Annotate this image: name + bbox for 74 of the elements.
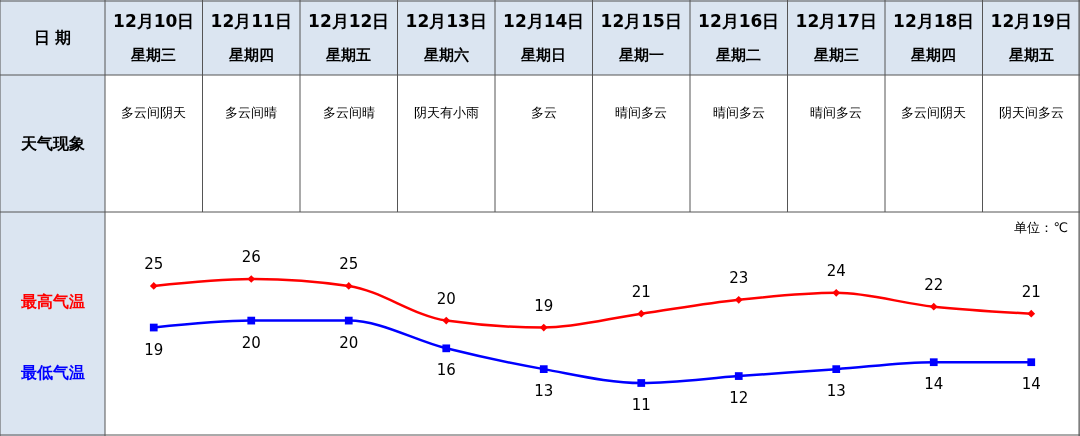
text: 阴天间多云 bbox=[998, 105, 1064, 120]
text: 星期六 bbox=[422, 46, 469, 64]
text: 最高气温 bbox=[19, 291, 85, 311]
text: 晴间多云 bbox=[615, 105, 668, 120]
x-tick-label: 12月13日 bbox=[405, 11, 487, 31]
point bbox=[344, 282, 353, 290]
text: 多云间阴天 bbox=[121, 105, 187, 120]
point bbox=[149, 323, 158, 332]
x-tick-label: 12月11日 bbox=[210, 11, 292, 31]
data-label: 20 bbox=[436, 289, 456, 308]
x-tick-label: 12月18日 bbox=[893, 11, 975, 31]
text: 多云间晴 bbox=[225, 105, 278, 120]
text: 多云 bbox=[530, 105, 557, 120]
data-label: 23 bbox=[729, 268, 749, 287]
x-tick-label: 12月12日 bbox=[308, 11, 390, 31]
text: 星期五 bbox=[1007, 46, 1054, 64]
text: 星期三 bbox=[130, 46, 177, 64]
point bbox=[149, 282, 158, 290]
data-label: 13 bbox=[826, 382, 846, 401]
point bbox=[344, 316, 353, 325]
x-tick-label: 12月16日 bbox=[698, 11, 780, 31]
data-label: 12 bbox=[729, 389, 749, 408]
text: 星期一 bbox=[617, 46, 664, 64]
text: 星期二 bbox=[715, 46, 762, 64]
data-label: 26 bbox=[241, 248, 261, 266]
data-label: 19 bbox=[144, 340, 164, 359]
point bbox=[832, 288, 841, 297]
point bbox=[734, 372, 743, 380]
data-label: 11 bbox=[631, 396, 651, 414]
text: 星期五 bbox=[325, 46, 372, 64]
text: 晴间多云 bbox=[712, 105, 765, 120]
text: 天气现象 bbox=[19, 133, 85, 153]
text: 单位：℃ bbox=[1014, 220, 1068, 235]
text: 阴天有小雨 bbox=[413, 105, 479, 120]
text: 星期三 bbox=[812, 46, 859, 64]
point bbox=[637, 379, 646, 387]
x-tick-label: 12月15日 bbox=[600, 11, 682, 31]
text: 晴间多云 bbox=[810, 105, 863, 120]
data-label: 21 bbox=[1021, 282, 1041, 301]
data-label: 25 bbox=[144, 254, 164, 273]
text: 星期日 bbox=[520, 46, 567, 64]
x-tick-label: 12月17日 bbox=[795, 11, 877, 31]
point bbox=[1027, 309, 1036, 318]
x-tick-label: 12月19日 bbox=[990, 11, 1072, 31]
data-label: 24 bbox=[826, 261, 846, 280]
data-label: 16 bbox=[436, 361, 456, 380]
point bbox=[637, 309, 646, 318]
data-label: 21 bbox=[631, 282, 651, 301]
data-label: 22 bbox=[924, 275, 944, 294]
point bbox=[539, 365, 548, 374]
data-label: 19 bbox=[534, 296, 554, 315]
x-tick-label: 12月10日 bbox=[113, 11, 195, 31]
text: 多云间晴 bbox=[322, 105, 375, 120]
point bbox=[734, 295, 743, 304]
point bbox=[1027, 358, 1036, 367]
text: 星期四 bbox=[227, 46, 274, 64]
point bbox=[442, 316, 451, 325]
x-tick-label: 12月14日 bbox=[503, 11, 585, 31]
data-label: 14 bbox=[1021, 375, 1041, 394]
data-label: 20 bbox=[241, 333, 261, 352]
point bbox=[929, 358, 938, 367]
text: 最低气温 bbox=[19, 363, 85, 383]
text: 日 期 bbox=[33, 27, 72, 47]
point bbox=[247, 316, 256, 325]
text: 星期四 bbox=[910, 46, 957, 64]
point bbox=[539, 323, 548, 332]
data-label: 25 bbox=[339, 254, 359, 273]
point bbox=[832, 365, 841, 374]
data-label: 20 bbox=[339, 333, 359, 352]
data-label: 14 bbox=[924, 375, 944, 394]
data-label: 13 bbox=[534, 382, 554, 401]
point bbox=[929, 302, 938, 311]
text: 多云间阴天 bbox=[901, 105, 967, 120]
point bbox=[442, 344, 451, 353]
